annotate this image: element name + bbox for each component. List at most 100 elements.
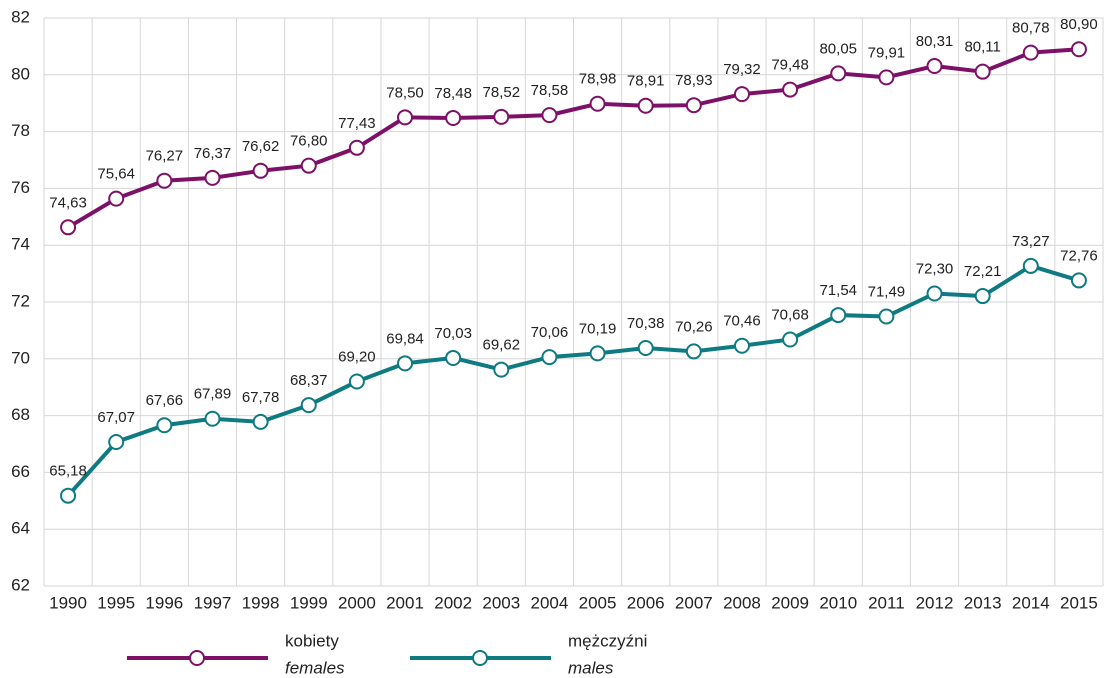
y-tick-label: 68 (11, 405, 30, 424)
point (926, 57, 943, 74)
value-label: 79,32 (723, 61, 761, 78)
point (397, 355, 414, 372)
point (108, 190, 125, 207)
x-tick-label: 1995 (97, 593, 135, 612)
y-tick-label: 82 (11, 7, 30, 26)
x-tick-label: 2005 (579, 593, 617, 612)
legend-label: mężczyźni (568, 631, 647, 650)
value-label: 78,58 (531, 82, 569, 99)
point (445, 109, 462, 126)
value-label: 74,63 (49, 194, 87, 211)
point (60, 219, 77, 236)
value-label: 69,20 (338, 348, 376, 365)
point (733, 337, 750, 354)
point (974, 63, 991, 80)
value-label: 78,93 (675, 72, 713, 89)
point (685, 97, 702, 114)
value-label: 67,89 (194, 386, 232, 403)
value-label: 80,31 (916, 33, 954, 50)
x-tick-label: 2013 (964, 593, 1002, 612)
y-tick-label: 80 (11, 64, 30, 83)
point (589, 345, 606, 362)
value-label: 69,62 (483, 337, 521, 354)
point (782, 331, 799, 348)
y-tick-label: 66 (11, 462, 30, 481)
point (1022, 44, 1039, 61)
value-label: 78,52 (483, 84, 521, 101)
legend-marker (189, 650, 205, 666)
value-label: 67,07 (97, 409, 135, 426)
y-tick-label: 76 (11, 178, 30, 197)
point (204, 169, 221, 186)
point (637, 97, 654, 114)
value-label: 71,49 (868, 283, 906, 300)
value-label: 69,84 (386, 330, 424, 347)
value-label: 75,64 (97, 166, 135, 183)
x-tick-label: 2001 (386, 593, 424, 612)
point (541, 107, 558, 124)
x-tick-label: 2006 (627, 593, 665, 612)
point (493, 361, 510, 378)
point (397, 109, 414, 126)
x-tick-label: 2011 (868, 593, 905, 612)
point (830, 307, 847, 324)
y-tick-label: 74 (11, 235, 30, 254)
value-label: 76,80 (290, 133, 328, 150)
value-label: 76,27 (146, 148, 184, 165)
point (878, 69, 895, 86)
value-label: 67,78 (242, 389, 280, 406)
x-tick-label: 2008 (723, 593, 761, 612)
value-label: 76,62 (242, 138, 280, 155)
point (782, 81, 799, 98)
value-label: 70,26 (675, 318, 713, 335)
point (493, 108, 510, 125)
series-line (67, 47, 1080, 230)
point (733, 86, 750, 103)
y-tick-label: 78 (11, 121, 30, 140)
x-tick-label: 2015 (1060, 593, 1098, 612)
x-tick-label: 1999 (290, 593, 328, 612)
legend-label: kobiety (285, 631, 339, 650)
value-label: 70,46 (723, 313, 761, 330)
point (830, 65, 847, 82)
point (348, 373, 365, 390)
value-label: 70,19 (579, 320, 617, 337)
value-label: 65,18 (49, 463, 87, 480)
y-tick-label: 64 (11, 519, 30, 538)
value-label: 72,76 (1060, 247, 1098, 264)
value-label: 78,48 (434, 85, 472, 102)
value-label: 70,03 (434, 325, 472, 342)
y-tick-label: 70 (11, 348, 30, 367)
series-line (66, 263, 1080, 498)
x-tick-label: 1998 (242, 593, 280, 612)
point (878, 308, 895, 325)
point (348, 139, 365, 156)
x-tick-label: 1990 (49, 593, 87, 612)
value-label: 80,78 (1012, 20, 1050, 37)
y-tick-label: 62 (11, 575, 30, 594)
value-label: 78,91 (627, 73, 665, 90)
y-tick-label: 72 (11, 291, 30, 310)
x-tick-label: 1996 (145, 593, 183, 612)
value-label: 72,30 (916, 260, 954, 277)
point (300, 397, 317, 414)
value-label: 80,11 (964, 39, 1000, 56)
value-label: 76,37 (194, 145, 232, 162)
point (589, 95, 606, 112)
point (637, 340, 654, 357)
x-tick-label: 2014 (1012, 593, 1050, 612)
point (156, 417, 173, 434)
value-label: 72,21 (964, 263, 1002, 280)
value-label: 78,98 (579, 71, 617, 88)
point (926, 285, 943, 302)
value-label: 71,54 (819, 282, 857, 299)
point (60, 487, 77, 504)
point (1022, 257, 1039, 274)
value-label: 80,05 (819, 40, 857, 57)
value-label: 68,37 (290, 372, 328, 389)
value-label: 79,48 (771, 57, 809, 74)
value-label: 73,27 (1012, 233, 1050, 250)
x-tick-label: 2002 (434, 593, 472, 612)
x-tick-label: 2012 (916, 593, 954, 612)
